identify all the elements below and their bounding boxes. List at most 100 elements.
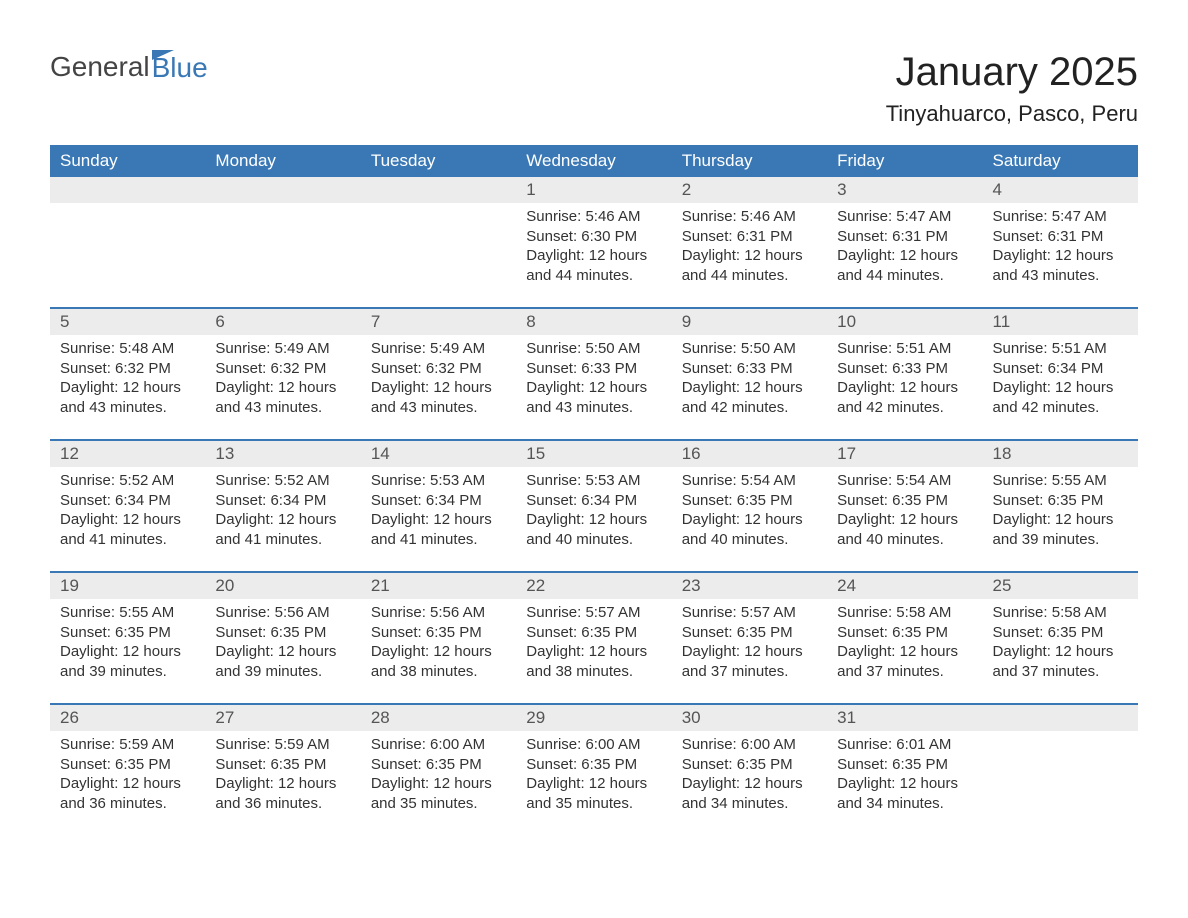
day-body: Sunrise: 5:48 AMSunset: 6:32 PMDaylight:… <box>50 335 205 439</box>
day-number <box>50 177 205 203</box>
sunrise-text: Sunrise: 5:53 AM <box>371 471 506 491</box>
daylight-text: Daylight: 12 hours and 43 minutes. <box>60 378 195 417</box>
calendar-day-cell: 11Sunrise: 5:51 AMSunset: 6:34 PMDayligh… <box>983 308 1138 440</box>
day-number: 3 <box>827 177 982 203</box>
sunrise-text: Sunrise: 5:50 AM <box>526 339 661 359</box>
daylight-text: Daylight: 12 hours and 36 minutes. <box>60 774 195 813</box>
day-number <box>205 177 360 203</box>
day-body: Sunrise: 5:46 AMSunset: 6:30 PMDaylight:… <box>516 203 671 307</box>
calendar-day-cell: 16Sunrise: 5:54 AMSunset: 6:35 PMDayligh… <box>672 440 827 572</box>
day-number: 18 <box>983 441 1138 467</box>
day-body: Sunrise: 6:01 AMSunset: 6:35 PMDaylight:… <box>827 731 982 835</box>
day-body: Sunrise: 5:53 AMSunset: 6:34 PMDaylight:… <box>361 467 516 571</box>
daylight-text: Daylight: 12 hours and 40 minutes. <box>526 510 661 549</box>
day-body: Sunrise: 6:00 AMSunset: 6:35 PMDaylight:… <box>361 731 516 835</box>
title-block: January 2025 Tinyahuarco, Pasco, Peru <box>886 50 1138 127</box>
sunset-text: Sunset: 6:34 PM <box>215 491 350 511</box>
sunset-text: Sunset: 6:35 PM <box>837 623 972 643</box>
daylight-text: Daylight: 12 hours and 37 minutes. <box>682 642 817 681</box>
calendar-body: 1Sunrise: 5:46 AMSunset: 6:30 PMDaylight… <box>50 177 1138 835</box>
sunset-text: Sunset: 6:33 PM <box>837 359 972 379</box>
sunrise-text: Sunrise: 6:00 AM <box>526 735 661 755</box>
sunset-text: Sunset: 6:35 PM <box>682 755 817 775</box>
day-body: Sunrise: 5:55 AMSunset: 6:35 PMDaylight:… <box>50 599 205 703</box>
calendar-day-cell: 26Sunrise: 5:59 AMSunset: 6:35 PMDayligh… <box>50 704 205 835</box>
sunrise-text: Sunrise: 5:58 AM <box>837 603 972 623</box>
sunrise-text: Sunrise: 5:46 AM <box>682 207 817 227</box>
sunrise-text: Sunrise: 5:51 AM <box>993 339 1128 359</box>
day-body: Sunrise: 5:47 AMSunset: 6:31 PMDaylight:… <box>827 203 982 307</box>
daylight-text: Daylight: 12 hours and 36 minutes. <box>215 774 350 813</box>
day-body: Sunrise: 5:58 AMSunset: 6:35 PMDaylight:… <box>983 599 1138 703</box>
sunrise-text: Sunrise: 5:56 AM <box>215 603 350 623</box>
sunrise-text: Sunrise: 5:56 AM <box>371 603 506 623</box>
daylight-text: Daylight: 12 hours and 39 minutes. <box>60 642 195 681</box>
day-body: Sunrise: 5:52 AMSunset: 6:34 PMDaylight:… <box>205 467 360 571</box>
sunset-text: Sunset: 6:35 PM <box>993 491 1128 511</box>
weekday-header: Wednesday <box>516 145 671 177</box>
daylight-text: Daylight: 12 hours and 43 minutes. <box>993 246 1128 285</box>
day-number: 17 <box>827 441 982 467</box>
sunset-text: Sunset: 6:35 PM <box>993 623 1128 643</box>
sunset-text: Sunset: 6:35 PM <box>682 491 817 511</box>
daylight-text: Daylight: 12 hours and 42 minutes. <box>993 378 1128 417</box>
day-body: Sunrise: 5:57 AMSunset: 6:35 PMDaylight:… <box>672 599 827 703</box>
logo-blue-wrap: Blue <box>152 50 208 84</box>
day-number: 6 <box>205 309 360 335</box>
daylight-text: Daylight: 12 hours and 35 minutes. <box>371 774 506 813</box>
daylight-text: Daylight: 12 hours and 43 minutes. <box>371 378 506 417</box>
day-number: 24 <box>827 573 982 599</box>
daylight-text: Daylight: 12 hours and 44 minutes. <box>837 246 972 285</box>
calendar-day-cell: 24Sunrise: 5:58 AMSunset: 6:35 PMDayligh… <box>827 572 982 704</box>
sunset-text: Sunset: 6:35 PM <box>60 755 195 775</box>
day-body: Sunrise: 5:56 AMSunset: 6:35 PMDaylight:… <box>361 599 516 703</box>
sunset-text: Sunset: 6:35 PM <box>526 755 661 775</box>
calendar-day-cell: 21Sunrise: 5:56 AMSunset: 6:35 PMDayligh… <box>361 572 516 704</box>
day-number: 10 <box>827 309 982 335</box>
day-number: 13 <box>205 441 360 467</box>
logo-text-blue: Blue <box>152 52 208 84</box>
sunrise-text: Sunrise: 5:58 AM <box>993 603 1128 623</box>
sunset-text: Sunset: 6:32 PM <box>371 359 506 379</box>
month-title: January 2025 <box>886 50 1138 95</box>
sunrise-text: Sunrise: 5:52 AM <box>215 471 350 491</box>
sunset-text: Sunset: 6:35 PM <box>371 755 506 775</box>
calendar-day-cell: 17Sunrise: 5:54 AMSunset: 6:35 PMDayligh… <box>827 440 982 572</box>
weekday-header: Friday <box>827 145 982 177</box>
sunrise-text: Sunrise: 5:59 AM <box>60 735 195 755</box>
daylight-text: Daylight: 12 hours and 41 minutes. <box>215 510 350 549</box>
daylight-text: Daylight: 12 hours and 37 minutes. <box>993 642 1128 681</box>
day-body: Sunrise: 5:57 AMSunset: 6:35 PMDaylight:… <box>516 599 671 703</box>
day-number: 2 <box>672 177 827 203</box>
daylight-text: Daylight: 12 hours and 40 minutes. <box>837 510 972 549</box>
sunrise-text: Sunrise: 5:52 AM <box>60 471 195 491</box>
sunset-text: Sunset: 6:31 PM <box>993 227 1128 247</box>
sunset-text: Sunset: 6:35 PM <box>215 755 350 775</box>
calendar-day-cell <box>361 177 516 308</box>
daylight-text: Daylight: 12 hours and 44 minutes. <box>682 246 817 285</box>
day-number: 27 <box>205 705 360 731</box>
day-number: 22 <box>516 573 671 599</box>
daylight-text: Daylight: 12 hours and 34 minutes. <box>682 774 817 813</box>
day-body <box>205 203 360 299</box>
sunset-text: Sunset: 6:35 PM <box>215 623 350 643</box>
daylight-text: Daylight: 12 hours and 42 minutes. <box>837 378 972 417</box>
calendar-day-cell <box>50 177 205 308</box>
sunrise-text: Sunrise: 6:00 AM <box>371 735 506 755</box>
calendar-day-cell: 20Sunrise: 5:56 AMSunset: 6:35 PMDayligh… <box>205 572 360 704</box>
sunset-text: Sunset: 6:30 PM <box>526 227 661 247</box>
sunset-text: Sunset: 6:32 PM <box>60 359 195 379</box>
daylight-text: Daylight: 12 hours and 39 minutes. <box>993 510 1128 549</box>
day-number: 29 <box>516 705 671 731</box>
calendar-day-cell: 10Sunrise: 5:51 AMSunset: 6:33 PMDayligh… <box>827 308 982 440</box>
day-number: 8 <box>516 309 671 335</box>
day-body: Sunrise: 5:50 AMSunset: 6:33 PMDaylight:… <box>672 335 827 439</box>
day-body: Sunrise: 5:49 AMSunset: 6:32 PMDaylight:… <box>361 335 516 439</box>
sunset-text: Sunset: 6:34 PM <box>60 491 195 511</box>
sunset-text: Sunset: 6:34 PM <box>526 491 661 511</box>
day-body: Sunrise: 5:58 AMSunset: 6:35 PMDaylight:… <box>827 599 982 703</box>
day-body <box>361 203 516 299</box>
day-number: 7 <box>361 309 516 335</box>
day-number: 23 <box>672 573 827 599</box>
day-body <box>50 203 205 299</box>
